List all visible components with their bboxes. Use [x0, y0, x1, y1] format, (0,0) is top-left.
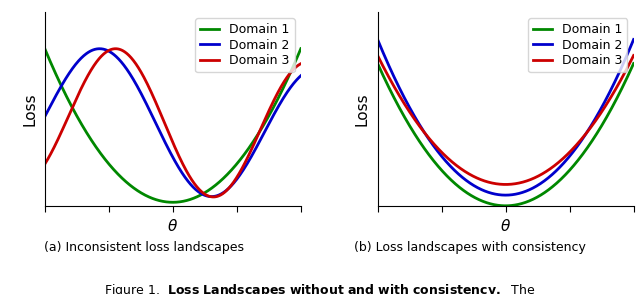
- Domain 2: [374, 38, 381, 41]
- Domain 3: [157, 113, 165, 116]
- Domain 2: [86, 49, 94, 53]
- Domain 3: [192, 184, 200, 188]
- Domain 1: [490, 203, 497, 206]
- Domain 3: [545, 168, 553, 171]
- Domain 1: [567, 167, 575, 171]
- Text: (a) Inconsistent loss landscapes: (a) Inconsistent loss landscapes: [44, 241, 244, 254]
- Y-axis label: Loss: Loss: [355, 92, 370, 126]
- Domain 2: [440, 157, 447, 160]
- Domain 1: [374, 62, 381, 65]
- Domain 3: [419, 129, 427, 132]
- Domain 3: [209, 195, 217, 199]
- Domain 3: [297, 62, 305, 66]
- Domain 3: [212, 195, 220, 198]
- Domain 3: [502, 183, 509, 186]
- Legend: Domain 1, Domain 2, Domain 3: Domain 1, Domain 2, Domain 3: [195, 18, 294, 72]
- Domain 3: [112, 47, 120, 51]
- Domain 1: [440, 171, 447, 174]
- Y-axis label: Loss: Loss: [22, 92, 37, 126]
- Domain 2: [192, 188, 200, 192]
- Domain 2: [235, 175, 243, 179]
- Domain 2: [207, 195, 215, 198]
- Domain 1: [234, 161, 242, 164]
- Domain 3: [107, 48, 115, 51]
- Domain 3: [567, 149, 575, 153]
- Domain 3: [490, 181, 497, 185]
- Text: Figure 1.  $\mathbf{Loss\ Landscapes\ without\ and\ with\ consistency.}$  The: Figure 1. $\mathbf{Loss\ Landscapes\ wit…: [104, 282, 536, 294]
- Domain 2: [108, 51, 115, 54]
- Domain 2: [630, 38, 637, 41]
- X-axis label: θ: θ: [168, 219, 177, 234]
- Text: (b) Loss landscapes with consistency: (b) Loss landscapes with consistency: [355, 241, 586, 254]
- Domain 1: [169, 201, 177, 204]
- Domain 3: [41, 162, 49, 166]
- Line: Domain 1: Domain 1: [378, 64, 634, 206]
- Domain 3: [440, 152, 447, 156]
- Domain 1: [525, 199, 532, 203]
- Domain 2: [157, 132, 165, 136]
- Domain 1: [192, 196, 200, 199]
- Domain 2: [525, 188, 532, 192]
- Line: Domain 1: Domain 1: [45, 49, 301, 202]
- Domain 1: [86, 136, 94, 140]
- Legend: Domain 1, Domain 2, Domain 3: Domain 1, Domain 2, Domain 3: [528, 18, 627, 72]
- Domain 1: [157, 199, 164, 203]
- Domain 1: [545, 188, 553, 191]
- Domain 3: [374, 54, 381, 57]
- Line: Domain 2: Domain 2: [45, 49, 301, 197]
- Domain 2: [212, 194, 220, 198]
- Domain 1: [502, 204, 509, 208]
- Domain 2: [545, 176, 553, 179]
- Domain 1: [630, 62, 637, 65]
- Domain 2: [41, 115, 49, 118]
- Line: Domain 3: Domain 3: [45, 49, 301, 197]
- Line: Domain 2: Domain 2: [378, 39, 634, 195]
- Domain 2: [95, 47, 103, 51]
- Domain 1: [212, 183, 220, 186]
- Domain 3: [525, 178, 532, 182]
- Domain 1: [107, 164, 115, 168]
- Domain 1: [41, 47, 49, 51]
- Line: Domain 3: Domain 3: [378, 56, 634, 184]
- Domain 2: [502, 193, 509, 197]
- Domain 2: [297, 74, 305, 78]
- Domain 1: [297, 47, 305, 51]
- X-axis label: θ: θ: [501, 219, 510, 234]
- Domain 3: [235, 173, 243, 176]
- Domain 3: [86, 70, 94, 74]
- Domain 2: [490, 192, 497, 196]
- Domain 2: [419, 128, 427, 132]
- Domain 3: [630, 54, 637, 57]
- Domain 1: [419, 145, 427, 148]
- Domain 2: [567, 153, 575, 156]
